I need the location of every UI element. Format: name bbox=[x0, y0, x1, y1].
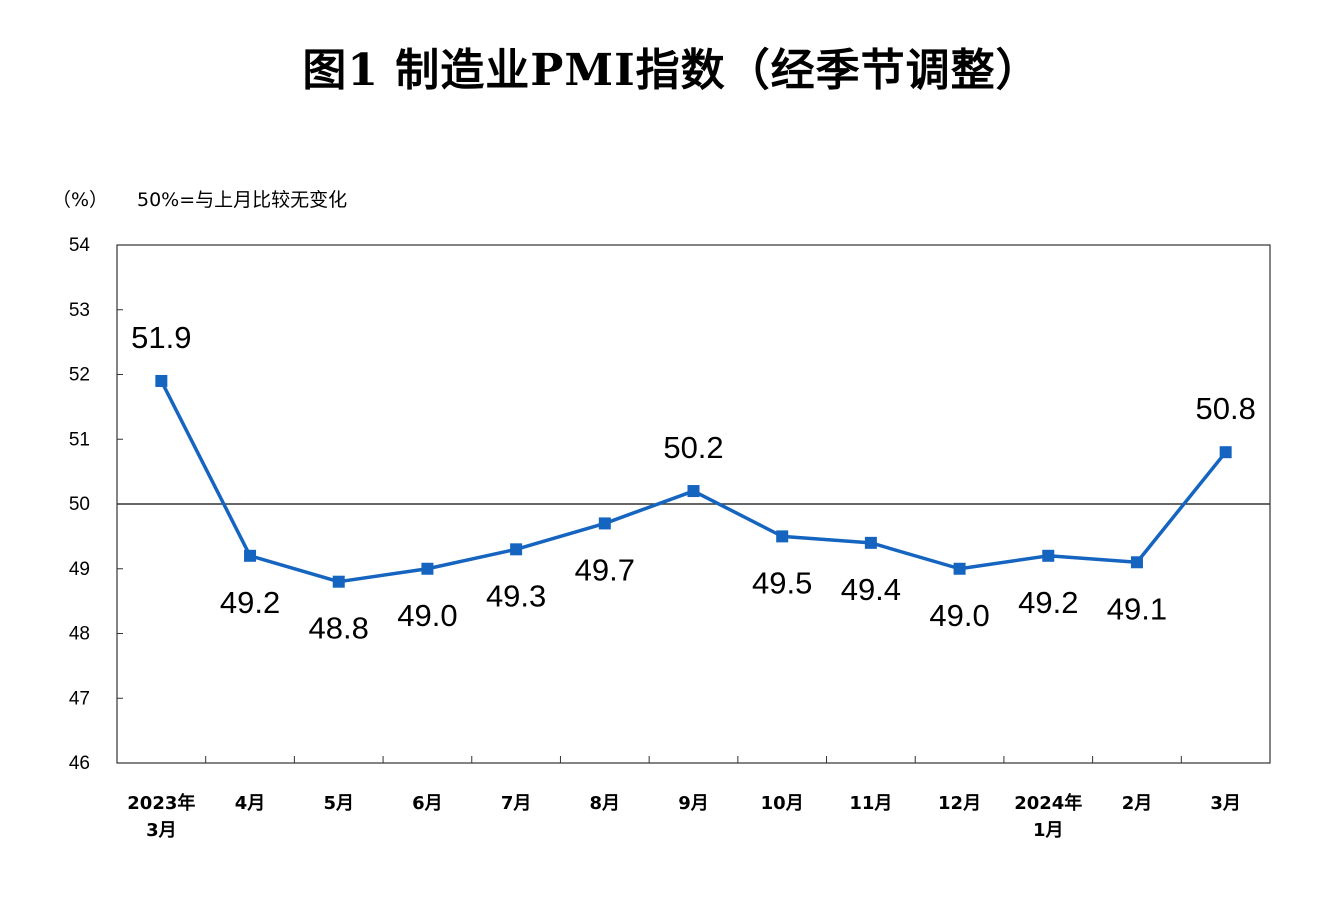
x-tick-label: 6月 bbox=[412, 793, 443, 814]
marker-group bbox=[155, 374, 1232, 588]
y-tick-label: 50 bbox=[69, 494, 90, 515]
chart-title: 图1 制造业PMI指数（经季节调整） bbox=[302, 45, 1041, 96]
x-tick-label: 12月 bbox=[938, 793, 981, 814]
data-point bbox=[687, 485, 700, 498]
data-point bbox=[421, 562, 434, 575]
y-axis: 46 47 48 49 50 51 52 53 54 bbox=[69, 235, 123, 774]
data-label: 50.8 bbox=[1195, 391, 1255, 426]
data-point bbox=[332, 575, 345, 588]
y-tick-label: 53 bbox=[69, 300, 90, 321]
data-label: 49.2 bbox=[220, 585, 280, 620]
data-point bbox=[953, 562, 966, 575]
data-label-group: 51.9 49.2 48.8 49.0 49.3 49.7 50.2 49.5 49.4 49.0… bbox=[131, 320, 1256, 646]
x-tick-label: 7月 bbox=[501, 793, 532, 814]
data-label: 49.2 bbox=[1018, 585, 1078, 620]
data-label: 49.3 bbox=[486, 578, 546, 613]
data-point bbox=[155, 374, 168, 387]
data-label: 49.0 bbox=[397, 598, 457, 633]
unit-label: （%） bbox=[52, 189, 108, 211]
x-tick-label: 4月 bbox=[235, 793, 266, 814]
x-tick-label: 8月 bbox=[590, 793, 621, 814]
series-line-group bbox=[159, 380, 1228, 584]
data-label: 49.1 bbox=[1107, 591, 1167, 626]
y-tick-label: 51 bbox=[69, 429, 90, 450]
data-point bbox=[244, 549, 257, 562]
x-axis: 2023年 3月 4月 5月 6月 7月 8月 9月 10月 11月 12月 2024年 1月 2月 3月 bbox=[127, 756, 1241, 841]
data-point bbox=[1042, 549, 1055, 562]
series-line bbox=[159, 380, 1228, 584]
data-point bbox=[864, 536, 877, 549]
reference-note: 50%=与上月比较无变化 bbox=[137, 189, 347, 211]
y-tick-label: 49 bbox=[69, 559, 90, 580]
y-tick-label: 54 bbox=[69, 235, 91, 256]
y-tick-label: 47 bbox=[69, 688, 90, 709]
y-tick-label: 52 bbox=[69, 365, 90, 386]
x-tick-label: 2024年 1月 bbox=[1014, 792, 1082, 841]
data-point bbox=[1130, 556, 1143, 569]
data-label: 51.9 bbox=[131, 320, 191, 355]
data-point bbox=[598, 517, 611, 530]
y-tick-label: 46 bbox=[69, 753, 90, 774]
x-tick-label: 5月 bbox=[323, 793, 354, 814]
x-tick-label: 2023年 3月 bbox=[127, 792, 195, 841]
data-label: 49.7 bbox=[575, 552, 635, 587]
data-point bbox=[776, 530, 789, 543]
data-label: 49.5 bbox=[752, 565, 812, 600]
data-point bbox=[510, 543, 523, 556]
x-tick-label: 2月 bbox=[1122, 793, 1153, 814]
data-point bbox=[1219, 446, 1232, 459]
data-label: 49.4 bbox=[841, 572, 901, 607]
y-tick-label: 48 bbox=[69, 624, 90, 645]
x-tick-label: 10月 bbox=[761, 793, 804, 814]
x-tick-label: 9月 bbox=[678, 793, 709, 814]
data-label: 49.0 bbox=[929, 598, 989, 633]
x-tick-label: 11月 bbox=[849, 793, 892, 814]
data-label: 50.2 bbox=[663, 430, 723, 465]
data-label: 48.8 bbox=[309, 611, 369, 646]
x-tick-label: 3月 bbox=[1210, 793, 1241, 814]
